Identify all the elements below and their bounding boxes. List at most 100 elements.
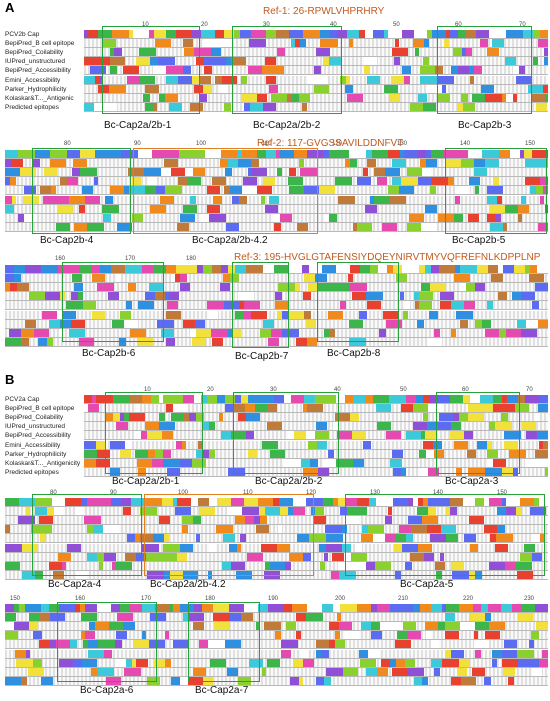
epitope-region-box (32, 148, 131, 234)
residue-block (405, 658, 415, 667)
residue-block (199, 507, 215, 516)
position-tick: 140 (433, 490, 444, 496)
residue-block (203, 265, 208, 273)
residue-block (56, 222, 70, 231)
residue-block (415, 48, 419, 57)
residue-block (97, 283, 114, 292)
residue-block (91, 265, 100, 273)
residue-block (99, 561, 103, 570)
residue-block (25, 604, 41, 612)
residue-block (135, 667, 141, 676)
residue-block (431, 265, 439, 273)
residue-block (371, 631, 382, 640)
residue-block (238, 292, 254, 301)
residue-block (325, 525, 342, 534)
residue-block (84, 404, 88, 413)
residue-block (503, 265, 514, 273)
residue-block (339, 570, 356, 579)
residue-block (102, 204, 119, 213)
track-label: PCV2b Cap (5, 31, 40, 38)
residue-block (525, 177, 540, 186)
residue-block (496, 534, 513, 543)
residue-block (80, 168, 97, 177)
residue-block (138, 301, 154, 310)
residue-block (136, 658, 148, 667)
residue-block (430, 283, 446, 292)
residue-block (335, 413, 350, 422)
alignment-row (5, 310, 548, 320)
residue-block (397, 631, 407, 640)
residue-block (92, 310, 105, 319)
residue-block (484, 498, 489, 506)
residue-block (5, 150, 18, 158)
residue-block (422, 516, 438, 525)
residue-block (275, 631, 281, 640)
residue-block (286, 622, 296, 631)
residue-block (544, 57, 548, 66)
residue-block (422, 168, 431, 177)
reference-region-box (133, 148, 318, 234)
residue-block (125, 440, 131, 449)
residue-block (192, 337, 206, 346)
residue-block (455, 265, 460, 273)
residue-block (250, 102, 263, 111)
residue-block (489, 204, 505, 213)
residue-block (237, 150, 242, 158)
residue-block (49, 319, 60, 328)
epitope-region-box (436, 392, 520, 474)
residue-block (254, 516, 260, 525)
residue-block (296, 613, 306, 622)
residue-block (126, 658, 132, 667)
residue-block (158, 57, 175, 66)
alignment-row (5, 525, 548, 535)
residue-block (199, 640, 208, 649)
residue-block (489, 561, 505, 570)
residue-block (154, 30, 166, 38)
residue-block (454, 440, 468, 449)
residue-block (246, 413, 260, 422)
residue-block (453, 413, 459, 422)
residue-block (163, 543, 180, 552)
residue-block (314, 84, 329, 93)
residue-block (350, 265, 360, 273)
residue-block (344, 552, 351, 561)
residue-block (317, 75, 328, 84)
residue-block (80, 150, 95, 158)
residue-block (189, 413, 196, 422)
residue-block (133, 30, 149, 38)
residue-block (183, 613, 188, 622)
residue-block (337, 431, 352, 440)
epitope-label: Bc-Cap2a/2b-1 (112, 476, 180, 487)
residue-block (520, 498, 534, 506)
residue-block (407, 631, 421, 640)
residue-block (421, 431, 425, 440)
residue-block (493, 458, 506, 467)
residue-block (336, 458, 353, 467)
residue-block (18, 516, 24, 525)
residue-block (166, 66, 183, 75)
residue-block (111, 150, 121, 158)
residue-block (539, 658, 548, 667)
residue-block (400, 150, 404, 158)
residue-block (191, 30, 201, 38)
residue-block (347, 93, 363, 102)
residue-block (338, 195, 355, 204)
residue-block (117, 222, 132, 231)
residue-block (495, 543, 508, 552)
residue-block (5, 283, 10, 292)
alignment-row (5, 552, 548, 562)
position-tick: 150 (497, 490, 508, 496)
residue-block (515, 561, 532, 570)
residue-block (342, 525, 347, 534)
residue-block (380, 622, 392, 631)
residue-block (460, 622, 475, 631)
epitope-region-box (445, 148, 547, 234)
residue-block (395, 39, 399, 48)
residue-block (136, 404, 140, 413)
residue-block (543, 84, 548, 93)
residue-block (393, 265, 402, 273)
residue-block (345, 631, 359, 640)
residue-block (116, 561, 132, 570)
residue-block (542, 649, 548, 658)
residue-block (165, 658, 171, 667)
